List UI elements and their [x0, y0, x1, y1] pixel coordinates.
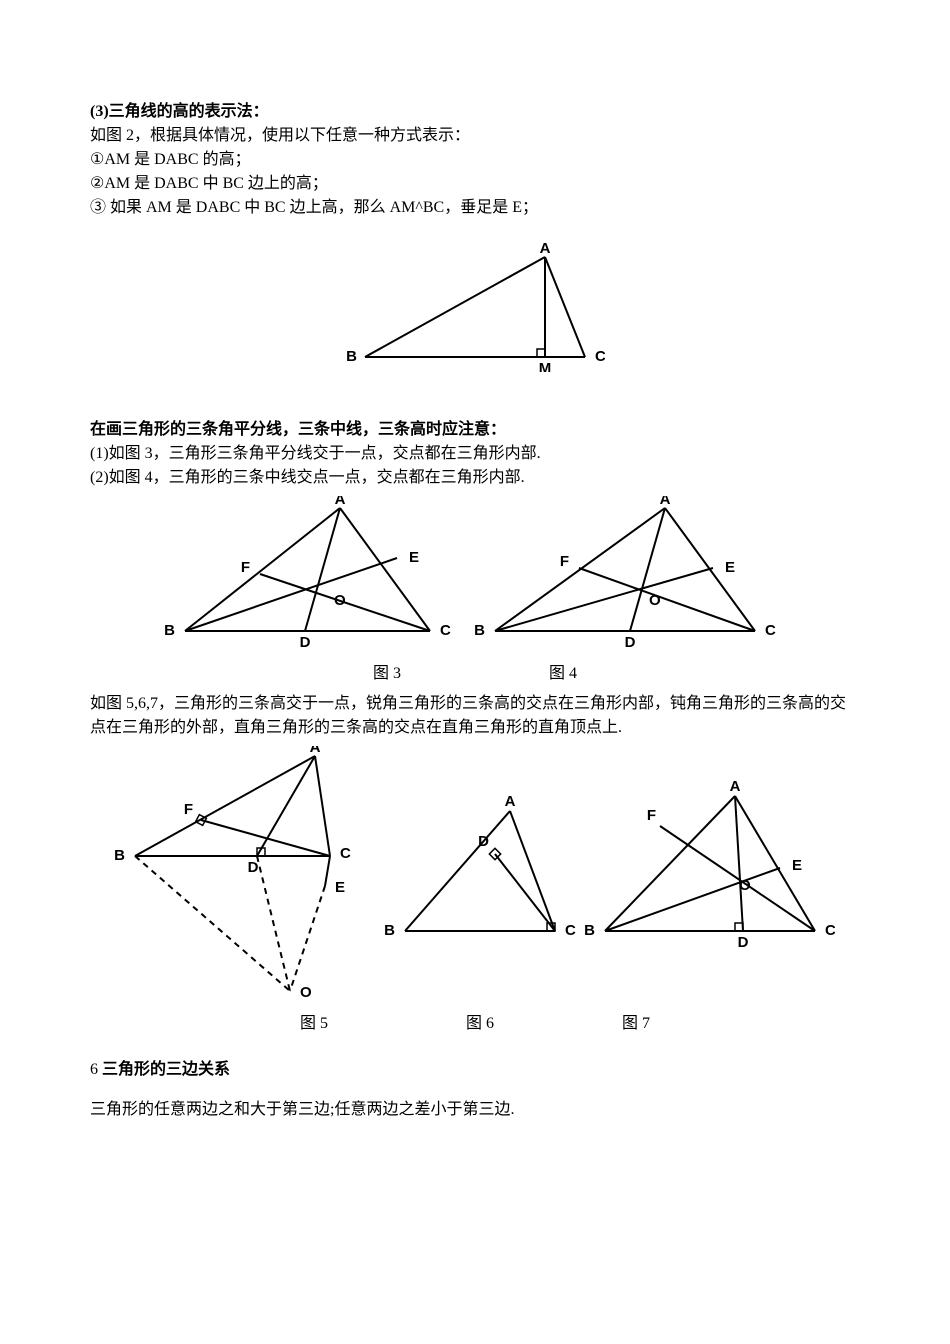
- svg-text:D: D: [738, 934, 749, 951]
- svg-text:A: A: [730, 778, 741, 795]
- svg-text:F: F: [241, 559, 250, 576]
- svg-text:E: E: [335, 879, 345, 896]
- notes-line1: (1)如图 3，三角形三条角平分线交于一点，交点都在三角形内部.: [90, 442, 860, 466]
- section-3-line1: 如图 2，根据具体情况，使用以下任意一种方式表示：: [90, 124, 860, 148]
- svg-text:A: A: [335, 496, 346, 508]
- section-3-line3: ②AM 是 DABC 中 BC 边上的高；: [90, 172, 860, 196]
- figure-3-4: A B C D E F O A B C D E F O: [90, 496, 860, 656]
- section-6-num: 6: [90, 1061, 102, 1078]
- svg-text:C: C: [825, 922, 835, 939]
- svg-text:C: C: [595, 348, 605, 365]
- svg-text:C: C: [765, 622, 776, 639]
- svg-text:D: D: [478, 833, 489, 850]
- svg-text:D: D: [248, 859, 259, 876]
- svg-text:B: B: [584, 922, 595, 939]
- svg-text:M: M: [539, 360, 552, 372]
- figure-5-6-7: ABCDEFOABCDABCDEFO: [90, 746, 860, 1006]
- svg-text:F: F: [560, 553, 569, 570]
- caption-3-4: 图 3 图 4: [90, 662, 860, 686]
- svg-text:O: O: [739, 877, 751, 894]
- section-3-line4: ③ 如果 AM 是 DABC 中 BC 边上高，那么 AM^BC，垂足是 E；: [90, 196, 860, 220]
- svg-text:B: B: [384, 922, 395, 939]
- caption-fig4: 图 4: [549, 662, 577, 686]
- caption-5-6-7: 图 5 图 6 图 7: [90, 1012, 860, 1036]
- svg-text:A: A: [660, 496, 671, 508]
- svg-text:O: O: [300, 984, 312, 1001]
- section-6-heading: 三角形的三边关系: [102, 1061, 230, 1078]
- figure-5-6-7-svg: ABCDEFOABCDABCDEFO: [115, 746, 835, 1006]
- section-3-line2: ①AM 是 DABC 的高；: [90, 148, 860, 172]
- svg-text:B: B: [115, 847, 125, 864]
- caption-fig3: 图 3: [373, 662, 401, 686]
- svg-text:F: F: [647, 807, 656, 824]
- svg-text:F: F: [184, 801, 193, 818]
- section-6-title: 6 三角形的三边关系: [90, 1058, 860, 1082]
- svg-text:C: C: [440, 622, 451, 639]
- svg-text:D: D: [625, 634, 636, 651]
- figure-3-4-svg: A B C D E F O A B C D E F O: [165, 496, 785, 656]
- svg-text:B: B: [474, 622, 485, 639]
- svg-text:O: O: [649, 592, 661, 609]
- section-3-title: (3)三角线的高的表示法：: [90, 100, 860, 124]
- notes-line2: (2)如图 4，三角形的三条中线交点一点，交点都在三角形内部.: [90, 466, 860, 490]
- svg-text:C: C: [565, 922, 576, 939]
- svg-text:E: E: [792, 857, 802, 874]
- caption-fig6: 图 6: [466, 1012, 494, 1036]
- svg-text:B: B: [346, 348, 357, 365]
- svg-text:D: D: [300, 634, 311, 651]
- svg-text:A: A: [540, 242, 551, 257]
- svg-text:B: B: [165, 622, 175, 639]
- caption-fig7: 图 7: [622, 1012, 650, 1036]
- svg-text:O: O: [334, 592, 346, 609]
- figure-2: A B M C: [90, 242, 860, 372]
- svg-text:A: A: [310, 746, 321, 756]
- figure-2-svg: A B M C: [345, 242, 605, 372]
- section-6-line1: 三角形的任意两边之和大于第三边;任意两边之差小于第三边.: [90, 1098, 860, 1122]
- para-567: 如图 5,6,7，三角形的三条高交于一点，锐角三角形的三条高的交点在三角形内部，…: [90, 692, 860, 740]
- svg-text:E: E: [725, 559, 735, 576]
- notes-title: 在画三角形的三条角平分线，三条中线，三条高时应注意：: [90, 418, 860, 442]
- caption-fig5: 图 5: [300, 1012, 328, 1036]
- svg-text:E: E: [409, 549, 419, 566]
- svg-text:C: C: [340, 845, 351, 862]
- svg-text:A: A: [505, 793, 516, 810]
